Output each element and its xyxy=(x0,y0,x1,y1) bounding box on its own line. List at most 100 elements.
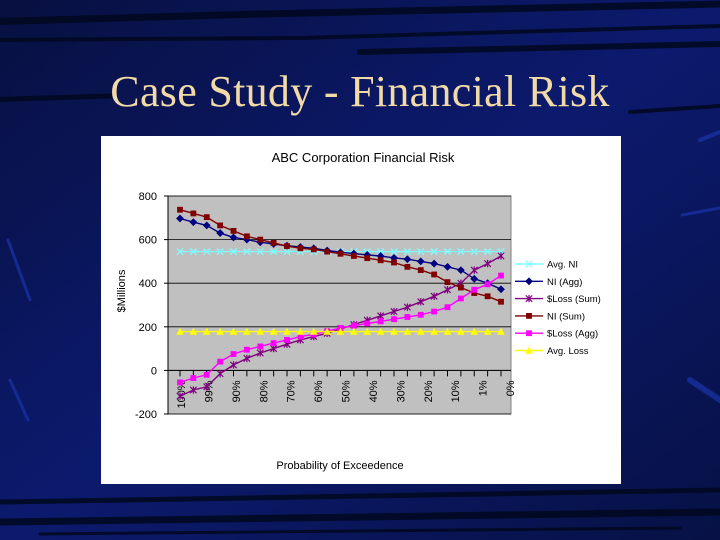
data-point xyxy=(377,247,385,256)
data-point xyxy=(284,243,290,250)
x-tick-label: 20% xyxy=(423,380,435,402)
plot-area xyxy=(167,195,512,415)
data-point xyxy=(176,327,184,335)
y-tick-label: 0 xyxy=(151,365,157,377)
data-point xyxy=(484,293,491,300)
y-tick-label: 400 xyxy=(139,278,157,290)
data-point xyxy=(243,247,251,256)
data-point xyxy=(177,206,183,213)
x-tick-label: 10% xyxy=(450,380,462,402)
data-point xyxy=(243,346,250,353)
data-point xyxy=(216,229,225,237)
data-point xyxy=(323,327,331,335)
data-point xyxy=(404,263,411,270)
data-point xyxy=(256,327,265,335)
data-point xyxy=(484,259,492,268)
data-point xyxy=(525,346,533,354)
data-point xyxy=(229,327,238,335)
data-point xyxy=(296,327,305,335)
data-point xyxy=(283,247,291,256)
data-point xyxy=(416,257,425,266)
data-point xyxy=(391,316,397,323)
data-point xyxy=(525,277,533,286)
data-point xyxy=(457,327,465,335)
data-point xyxy=(390,327,398,335)
data-point xyxy=(376,327,385,335)
data-point xyxy=(456,266,465,275)
legend-label: NI (Sum) xyxy=(547,311,585,322)
data-point xyxy=(443,262,452,271)
data-point xyxy=(377,318,384,325)
legend-label: $Loss (Sum) xyxy=(547,294,601,305)
data-point xyxy=(364,255,371,262)
data-point xyxy=(336,327,345,335)
y-tick-label: -200 xyxy=(135,409,157,421)
data-point xyxy=(444,279,451,286)
data-point xyxy=(417,247,425,256)
data-point xyxy=(430,292,438,300)
data-point xyxy=(403,327,412,335)
data-point xyxy=(443,286,452,294)
data-point xyxy=(189,386,197,394)
data-point xyxy=(484,247,492,256)
chart-title: ABC Corporation Financial Risk xyxy=(272,150,455,165)
data-point xyxy=(216,247,224,256)
data-point xyxy=(483,327,492,335)
data-point xyxy=(216,369,224,378)
data-point xyxy=(526,313,532,319)
data-point xyxy=(444,304,451,311)
data-point xyxy=(257,343,264,350)
x-tick-label: 60% xyxy=(313,380,325,402)
data-point xyxy=(457,284,464,291)
data-point xyxy=(430,259,439,268)
legend-label: Avg. Loss xyxy=(547,346,589,357)
data-point xyxy=(229,233,238,242)
financial-risk-chart: ABC Corporation Financial Risk $Millions… xyxy=(116,150,601,472)
y-tick-label: 200 xyxy=(139,322,157,334)
data-point xyxy=(176,214,184,223)
data-point xyxy=(403,255,412,264)
data-point xyxy=(350,322,357,329)
data-point xyxy=(403,247,411,256)
x-axis-label: Probability of Exceedence xyxy=(276,460,403,472)
legend-item: Avg. Loss xyxy=(515,346,589,357)
legend-item: NI (Agg) xyxy=(515,277,582,288)
data-point xyxy=(457,247,465,256)
slide-title: Case Study - Financial Risk xyxy=(110,67,610,116)
data-point xyxy=(417,267,424,274)
data-point xyxy=(217,358,224,365)
data-point xyxy=(243,354,251,363)
data-point xyxy=(284,336,290,343)
data-point xyxy=(363,327,372,335)
data-point xyxy=(203,383,211,391)
data-point xyxy=(403,303,411,311)
x-tick-label: 90% xyxy=(231,380,243,402)
data-point xyxy=(243,327,251,335)
data-point xyxy=(498,298,504,305)
data-point xyxy=(350,327,358,335)
data-point xyxy=(270,344,278,353)
data-point xyxy=(377,312,385,320)
data-point xyxy=(243,233,250,240)
data-point xyxy=(390,307,398,316)
data-point xyxy=(176,392,184,400)
data-point xyxy=(229,247,238,256)
data-point xyxy=(431,271,438,278)
legend-item: Avg. NI xyxy=(515,260,578,271)
data-point xyxy=(497,285,505,294)
data-point xyxy=(229,361,238,369)
data-point xyxy=(309,327,318,335)
data-point xyxy=(417,298,425,306)
data-point xyxy=(337,250,344,257)
data-point xyxy=(391,259,397,266)
legend-label: $Loss (Agg) xyxy=(547,329,598,340)
y-tick-label: 800 xyxy=(139,191,157,203)
data-point xyxy=(390,247,398,256)
data-point xyxy=(525,294,533,303)
legend-label: NI (Agg) xyxy=(547,277,582,288)
data-point xyxy=(497,252,505,260)
data-point xyxy=(484,281,491,288)
data-point xyxy=(431,308,438,315)
data-point xyxy=(417,311,424,318)
